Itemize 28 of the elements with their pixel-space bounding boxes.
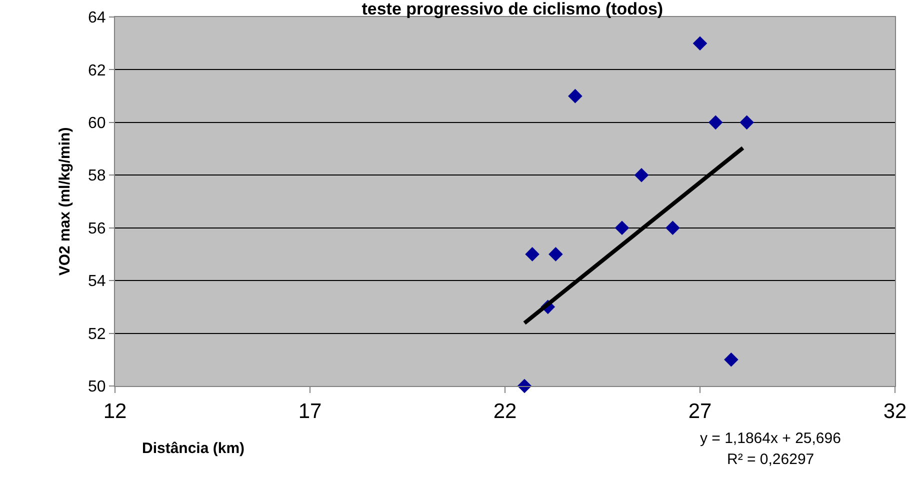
- point: [666, 220, 680, 236]
- x-tick-label: 12: [103, 400, 127, 424]
- point: [614, 220, 630, 236]
- y-tick-label: 58: [88, 168, 106, 185]
- point: [634, 168, 649, 182]
- x-tick-label: 32: [883, 400, 907, 424]
- y-tick-label: 56: [88, 220, 106, 238]
- y-tick-label: 50: [88, 378, 106, 396]
- text: R² = 0,26297: [727, 451, 814, 468]
- y-axis-title: VO2 max (ml/kg/min): [56, 127, 74, 276]
- point: [692, 36, 708, 51]
- point: [548, 247, 563, 262]
- point: [525, 247, 540, 262]
- point: [568, 88, 582, 104]
- point: [724, 352, 738, 367]
- y-tick-label: 54: [88, 273, 106, 290]
- x-tick-label: 17: [298, 400, 322, 424]
- y-tick-label: 52: [88, 326, 106, 343]
- y-tick-label: 62: [88, 62, 106, 80]
- y-tick-label: 64: [88, 10, 106, 27]
- x-tick-label: 22: [493, 400, 517, 424]
- x-axis-title: Distância (km): [142, 440, 245, 457]
- text: y = 1,1864x + 25,696: [700, 430, 841, 447]
- y-tick-label: 60: [88, 115, 106, 132]
- point: [740, 115, 754, 130]
- point: [708, 115, 723, 130]
- chart-title: teste progressivo de ciclismo (todos): [362, 0, 664, 18]
- x-tick-label: 27: [688, 400, 712, 424]
